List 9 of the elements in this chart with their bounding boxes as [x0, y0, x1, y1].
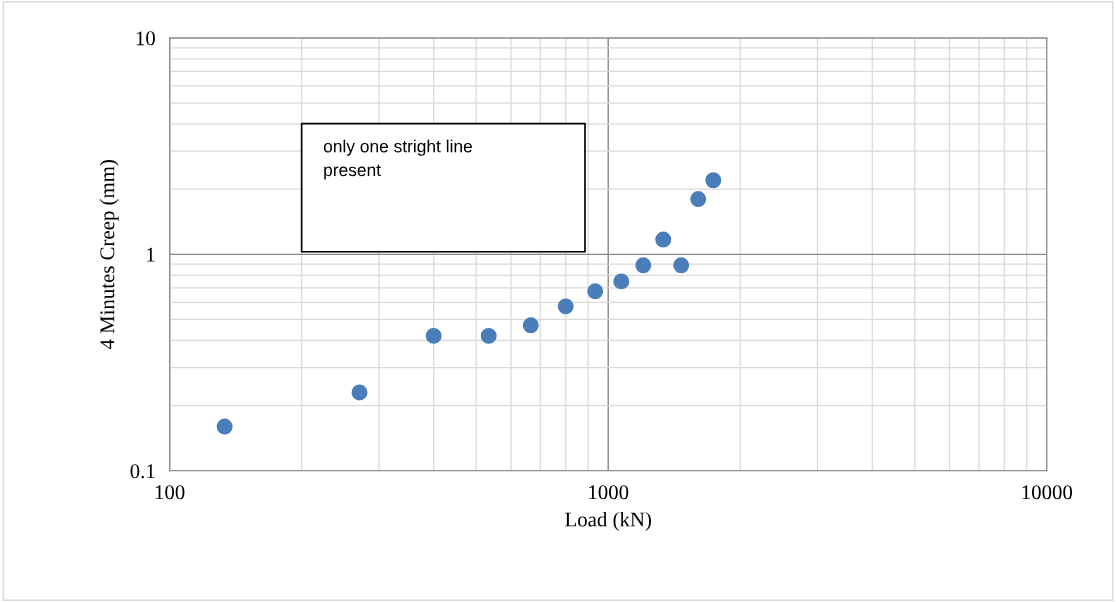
y-tick-label: 10: [136, 31, 155, 46]
annotation: only one stright line present: [323, 139, 472, 180]
x-tick-label: 10000: [1022, 485, 1073, 500]
x-tick-label: 1000: [589, 485, 629, 500]
y-axis-title: 4 Minutes Creep (mm): [99, 160, 119, 350]
x-axis-title: Load (kN): [565, 511, 651, 531]
x-tick-label: 100: [155, 485, 185, 500]
y-tick-label: 1: [147, 247, 155, 262]
y-tick-label: 0.1: [130, 464, 155, 479]
